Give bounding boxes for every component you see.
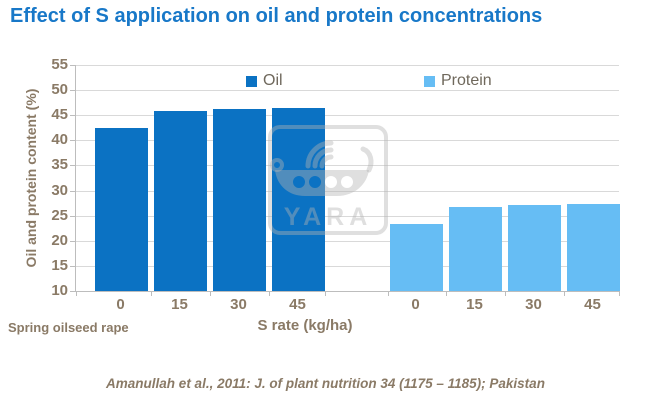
bar-oil-45 bbox=[272, 107, 325, 291]
legend-swatch-oil bbox=[246, 75, 257, 87]
gridline-20 bbox=[76, 240, 619, 242]
citation: Amanullah et al., 2011: J. of plant nutr… bbox=[106, 376, 545, 391]
y-tick-label-30: 30 bbox=[51, 181, 68, 199]
y-tick-mark-15 bbox=[70, 265, 75, 267]
y-tick-mark-10 bbox=[70, 291, 75, 292]
y-tick-label-35: 35 bbox=[51, 156, 68, 174]
legend-item-oil: Oil bbox=[246, 72, 283, 90]
bar-oil-15 bbox=[154, 110, 207, 291]
y-tick-mark-30 bbox=[70, 190, 75, 192]
bar-chart: 45 30 15 0 45 30 15 0 55 50 45 40 35 30 25 20 15 10 Oil a… bbox=[8, 56, 620, 335]
x-axis-title: S rate (kg/ha) bbox=[257, 317, 353, 334]
y-tick-label-40: 40 bbox=[51, 131, 68, 149]
y-tick-mark-25 bbox=[70, 215, 75, 217]
x-tick-mark bbox=[564, 291, 565, 296]
y-tick-label-55: 55 bbox=[51, 56, 68, 73]
y-tick-label-45: 45 bbox=[51, 106, 68, 124]
y-tick-label-15: 15 bbox=[51, 256, 68, 274]
x-tick-label-oil-15: 15 bbox=[171, 296, 188, 313]
bar-oil-30 bbox=[213, 109, 266, 291]
legend-label-oil: Oil bbox=[263, 72, 283, 89]
x-tick-mark bbox=[505, 291, 506, 296]
bar-protein-15 bbox=[449, 206, 502, 291]
watermark-text: YARA bbox=[284, 203, 373, 231]
bar-oil-0 bbox=[95, 127, 148, 291]
legend-item-protein: Protein bbox=[424, 72, 492, 90]
x-tick-mark bbox=[619, 291, 620, 296]
x-tick-mark bbox=[388, 291, 389, 296]
crop-label: Spring oilseed rape bbox=[8, 320, 129, 335]
y-tick-label-50: 50 bbox=[51, 81, 68, 99]
gridline-55 bbox=[76, 65, 619, 66]
bar-protein-0 bbox=[390, 224, 443, 291]
gridline-30 bbox=[76, 190, 619, 192]
x-tick-label-oil-45: 45 bbox=[289, 296, 306, 313]
gridline-40 bbox=[76, 140, 619, 142]
viking-ship-icon bbox=[268, 125, 388, 235]
x-tick-label-oil-0: 0 bbox=[116, 296, 125, 313]
x-tick-mark bbox=[269, 291, 270, 296]
x-tick-mark bbox=[325, 291, 326, 296]
bar-protein-30 bbox=[508, 205, 561, 291]
x-tick-label-protein-0: 0 bbox=[411, 296, 420, 313]
x-tick-label-protein-45: 45 bbox=[584, 296, 601, 313]
gridline-25 bbox=[76, 215, 619, 217]
legend-swatch-protein bbox=[424, 75, 435, 87]
y-tick-mark-50 bbox=[70, 90, 75, 92]
y-tick-mark-40 bbox=[70, 140, 75, 142]
y-axis-title: Oil and protein content (%) bbox=[23, 88, 39, 268]
x-tick-label-protein-30: 30 bbox=[525, 296, 542, 313]
x-tick-mark bbox=[446, 291, 447, 296]
y-tick-mark-20 bbox=[70, 240, 75, 242]
gridline-50 bbox=[76, 90, 619, 92]
bar-protein-45 bbox=[567, 203, 620, 291]
y-tick-label-10: 10 bbox=[51, 282, 68, 299]
y-tick-mark-45 bbox=[70, 115, 75, 117]
y-tick-mark-35 bbox=[70, 165, 75, 167]
gridline-45 bbox=[76, 115, 619, 117]
x-tick-mark bbox=[76, 291, 77, 296]
plot-area: Protein Oil YARA bbox=[70, 65, 620, 296]
x-tick-label-oil-30: 30 bbox=[230, 296, 247, 313]
chart-title: Effect of S application on oil and prote… bbox=[10, 5, 543, 27]
y-tick-label-25: 25 bbox=[51, 206, 68, 224]
legend-label-protein: Protein bbox=[441, 72, 492, 89]
gridline-15 bbox=[76, 265, 619, 267]
x-tick-mark bbox=[210, 291, 211, 296]
y-tick-mark-55 bbox=[70, 65, 75, 66]
x-tick-mark bbox=[151, 291, 152, 296]
gridline-35 bbox=[76, 165, 619, 167]
x-tick-label-protein-15: 15 bbox=[466, 296, 483, 313]
yara-watermark: YARA bbox=[268, 125, 388, 235]
y-tick-label-20: 20 bbox=[51, 231, 68, 249]
